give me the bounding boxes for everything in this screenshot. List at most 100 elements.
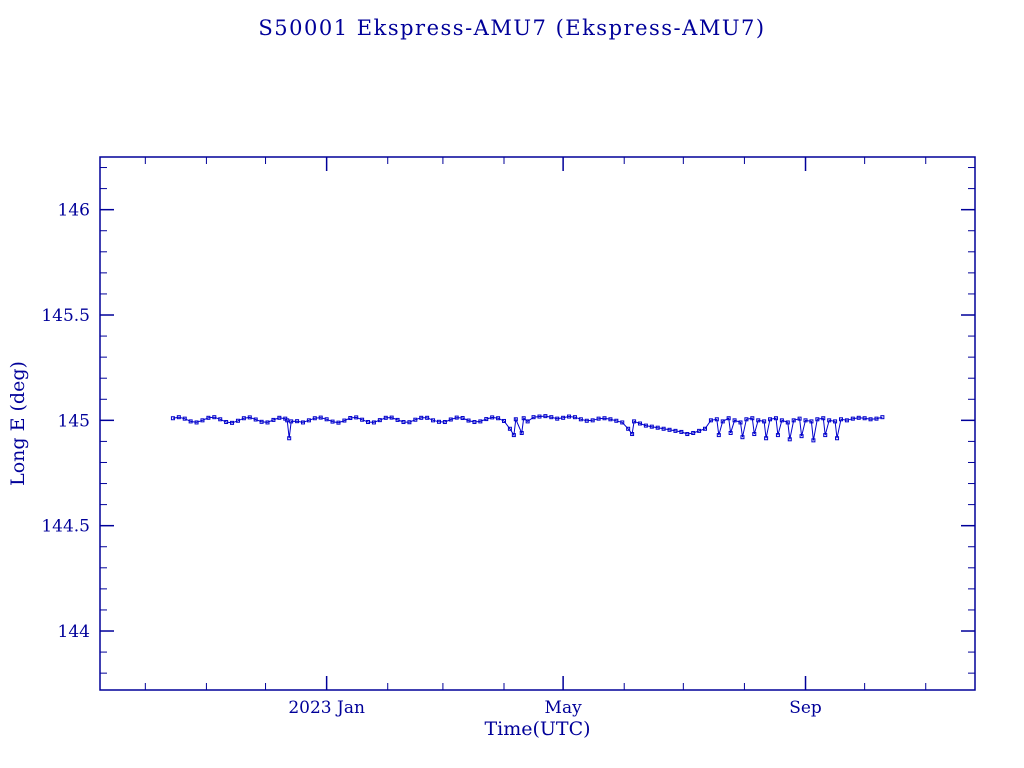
data-point-marker bbox=[632, 419, 637, 424]
data-point-marker bbox=[448, 417, 453, 422]
data-point-marker bbox=[176, 415, 181, 420]
data-point-marker bbox=[756, 418, 761, 423]
data-point-marker bbox=[738, 420, 743, 425]
data-point-marker bbox=[803, 418, 808, 423]
data-point-marker bbox=[567, 414, 572, 419]
data-point-marker bbox=[750, 416, 755, 421]
data-point-marker bbox=[874, 416, 879, 421]
data-point-marker bbox=[194, 420, 199, 425]
data-point-marker bbox=[401, 420, 406, 425]
data-point-marker bbox=[330, 419, 335, 424]
data-point-marker bbox=[360, 417, 365, 422]
data-point-marker bbox=[620, 420, 625, 425]
data-point-marker bbox=[460, 416, 465, 421]
data-point-marker bbox=[354, 415, 359, 420]
data-point-marker bbox=[835, 436, 840, 441]
data-point-marker bbox=[752, 432, 757, 437]
data-point-marker bbox=[773, 416, 778, 421]
data-point-marker bbox=[519, 430, 524, 435]
data-point-marker bbox=[230, 420, 235, 425]
data-point-marker bbox=[809, 419, 814, 424]
data-point-marker bbox=[797, 416, 802, 421]
data-point-marker bbox=[454, 415, 459, 420]
data-point-marker bbox=[389, 415, 394, 420]
data-point-marker bbox=[383, 415, 388, 420]
data-point-marker bbox=[377, 418, 382, 423]
data-point-marker bbox=[630, 432, 635, 437]
data-point-marker bbox=[667, 427, 672, 432]
data-point-marker bbox=[868, 417, 873, 422]
data-point-marker bbox=[478, 419, 483, 424]
data-point-marker bbox=[716, 433, 721, 438]
data-point-marker bbox=[643, 423, 648, 428]
data-point-marker bbox=[811, 438, 816, 443]
data-point-marker bbox=[572, 415, 577, 420]
data-point-marker bbox=[661, 426, 666, 431]
data-point-marker bbox=[720, 419, 725, 424]
data-point-marker bbox=[626, 426, 631, 431]
data-point-marker bbox=[537, 414, 542, 419]
data-point-marker bbox=[253, 417, 258, 422]
y-tick-label: 144.5 bbox=[41, 517, 90, 537]
data-point-marker bbox=[521, 416, 526, 421]
data-point-marker bbox=[833, 419, 838, 424]
data-point-marker bbox=[182, 416, 187, 421]
data-point-marker bbox=[714, 417, 719, 422]
data-point-marker bbox=[762, 419, 767, 424]
data-point-marker bbox=[691, 430, 696, 435]
data-point-marker bbox=[212, 415, 217, 420]
data-point-marker bbox=[188, 419, 193, 424]
data-point-marker bbox=[285, 418, 290, 423]
data-point-marker bbox=[596, 416, 601, 421]
data-point-marker bbox=[584, 418, 589, 423]
data-point-marker bbox=[827, 418, 832, 423]
data-point-marker bbox=[728, 430, 733, 435]
data-point-marker bbox=[431, 418, 436, 423]
data-point-marker bbox=[419, 415, 424, 420]
data-point-marker bbox=[407, 420, 412, 425]
y-axis-label: Long E (deg) bbox=[7, 361, 29, 486]
data-point-marker bbox=[271, 417, 276, 422]
data-point-marker bbox=[744, 417, 749, 422]
data-point-marker bbox=[247, 415, 252, 420]
data-point-marker bbox=[306, 418, 311, 423]
data-point-marker bbox=[791, 418, 796, 423]
data-point-marker bbox=[531, 415, 536, 420]
data-point-marker bbox=[555, 416, 560, 421]
y-tick-label: 145.5 bbox=[41, 306, 90, 326]
data-point-marker bbox=[265, 420, 270, 425]
data-point-marker bbox=[880, 415, 885, 420]
data-point-marker bbox=[466, 418, 471, 423]
data-point-marker bbox=[614, 418, 619, 423]
data-point-marker bbox=[525, 419, 530, 424]
data-point-marker bbox=[366, 420, 371, 425]
data-point-marker bbox=[513, 417, 518, 422]
data-point-marker bbox=[649, 424, 654, 429]
data-point-marker bbox=[472, 420, 477, 425]
data-point-marker bbox=[815, 417, 820, 422]
x-tick-label: Sep bbox=[789, 698, 822, 718]
data-point-marker bbox=[436, 419, 441, 424]
data-point-marker bbox=[844, 418, 849, 423]
data-point-marker bbox=[779, 418, 784, 423]
y-tick-label: 144 bbox=[58, 622, 90, 642]
data-point-marker bbox=[235, 418, 240, 423]
data-point-marker bbox=[413, 417, 418, 422]
plot-frame bbox=[99, 156, 976, 691]
data-point-marker bbox=[395, 417, 400, 422]
data-point-marker bbox=[578, 417, 583, 422]
data-point-marker bbox=[501, 418, 506, 423]
data-point-marker bbox=[206, 415, 211, 420]
data-point-marker bbox=[287, 436, 292, 441]
data-point-marker bbox=[726, 416, 731, 421]
data-point-marker bbox=[200, 418, 205, 423]
data-point-marker bbox=[342, 418, 347, 423]
chart-title: S50001 Ekspress-AMU7 (Ekspress-AMU7) bbox=[258, 16, 766, 40]
data-point-marker bbox=[300, 420, 305, 425]
data-point-marker bbox=[821, 416, 826, 421]
data-point-marker bbox=[336, 420, 341, 425]
data-point-marker bbox=[679, 429, 684, 434]
data-point-marker bbox=[708, 418, 713, 423]
